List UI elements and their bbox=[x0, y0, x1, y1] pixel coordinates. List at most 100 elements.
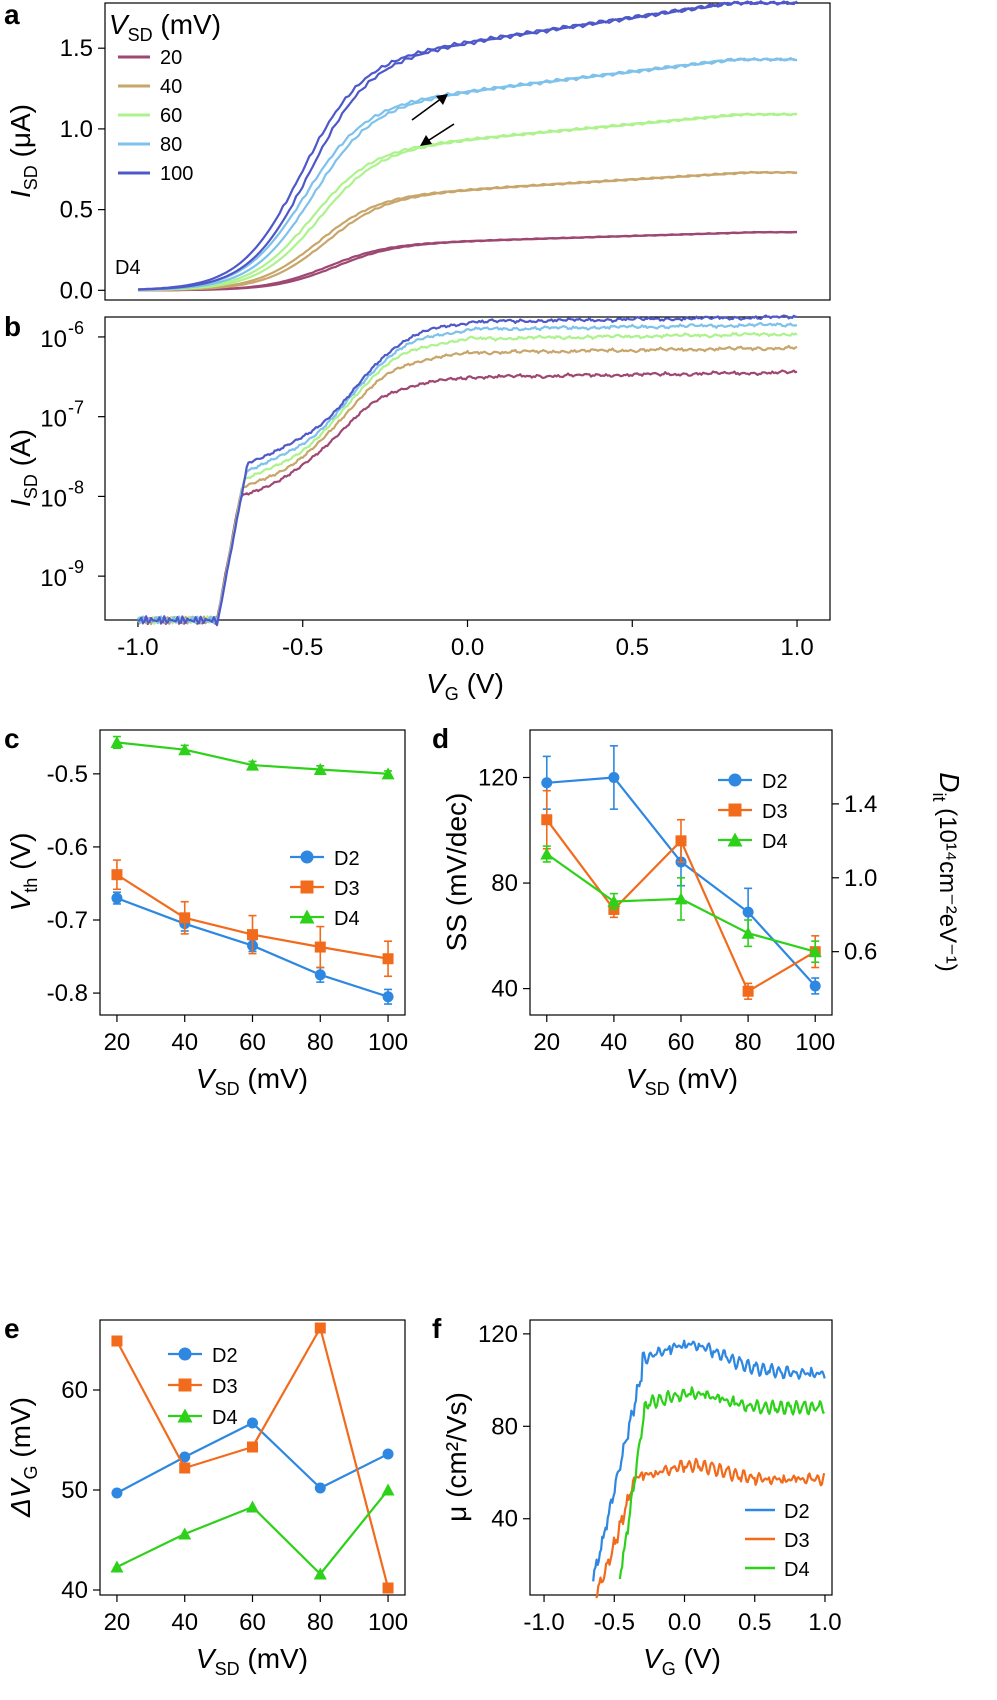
panel-d-x-tick-label: 80 bbox=[735, 1029, 762, 1056]
panel-e-point-D2 bbox=[247, 1417, 258, 1429]
panel-e-x-tick-label: 40 bbox=[171, 1609, 198, 1636]
panel-d-legend-label-D2: D2 bbox=[762, 771, 788, 793]
panel-a-curve-60-reverse bbox=[137, 112, 798, 291]
panel-c-point-D3 bbox=[314, 941, 326, 953]
panel-c-point-D4 bbox=[246, 758, 259, 771]
panel-d-xlabel: VSD (mV) bbox=[626, 1063, 738, 1099]
panel-d-point-D4 bbox=[607, 895, 621, 908]
legend-label-80: 80 bbox=[160, 134, 182, 156]
reverse-arrow-head bbox=[420, 135, 432, 146]
panel-d-legend-marker-D4 bbox=[727, 832, 743, 847]
panel-d-point-D4 bbox=[540, 847, 554, 860]
label-part: G bbox=[662, 1659, 676, 1679]
panel-e-legend-label-D3: D3 bbox=[212, 1376, 238, 1398]
panel-b-curve-60 bbox=[137, 331, 798, 625]
panel-c-point-D4 bbox=[178, 743, 192, 756]
panel-b-y-tick-label: 10 bbox=[40, 485, 67, 512]
panel-c-legend-marker-D4 bbox=[299, 909, 315, 924]
label-part: SD bbox=[645, 1079, 670, 1099]
panel-c-point-D3 bbox=[382, 953, 394, 965]
panel-d-ylabel: SS (mV/dec) bbox=[441, 793, 472, 952]
label-part: SD bbox=[128, 25, 153, 45]
panel-b-y-tick-exponent: -9 bbox=[68, 557, 84, 577]
label-part: th bbox=[21, 878, 41, 893]
panel-a-curve-100-forward bbox=[137, 0, 798, 291]
panel-f-x-tick-label: 0.0 bbox=[668, 1609, 701, 1636]
label-part: SD bbox=[215, 1079, 240, 1099]
panel-e-point-D4 bbox=[381, 1483, 395, 1496]
label-part: G bbox=[445, 684, 459, 704]
panel-label-c: c bbox=[4, 723, 20, 754]
label-part: V bbox=[626, 1063, 647, 1094]
panel-d-point-D2 bbox=[809, 980, 821, 992]
panel-e-y-tick-label: 40 bbox=[61, 1577, 88, 1604]
panel-d-point-D2 bbox=[742, 906, 754, 918]
legend-label-60: 60 bbox=[160, 105, 182, 127]
panel-b-frame bbox=[104, 316, 831, 621]
panel-e-xlabel: VSD (mV) bbox=[196, 1643, 308, 1679]
panel-d-point-D4 bbox=[741, 926, 755, 939]
panel-e-point-D2 bbox=[382, 1448, 394, 1460]
panel-b-x-tick-label: -0.5 bbox=[282, 634, 323, 661]
panel-c-point-D4 bbox=[313, 762, 327, 775]
panel-c-y-tick-label: -0.5 bbox=[47, 761, 88, 788]
reverse-arrow-shaft bbox=[425, 123, 455, 143]
panel-f-legend-label-D2: D2 bbox=[784, 1501, 810, 1523]
panel-a-y-tick-label: 1.0 bbox=[60, 116, 93, 143]
panel-e-x-tick-label: 20 bbox=[104, 1609, 131, 1636]
panel-c-x-tick-label: 40 bbox=[171, 1029, 198, 1056]
panel-f-curve-D4 bbox=[618, 1386, 826, 1580]
panel-e-point-D2 bbox=[111, 1487, 123, 1499]
panel-a-curve-80-reverse bbox=[137, 57, 798, 291]
label-part: (V) bbox=[459, 668, 504, 699]
panel-e-x-tick-label: 80 bbox=[307, 1609, 334, 1636]
panel-d-point-D3 bbox=[541, 814, 553, 826]
panel-f-x-tick-label: 1.0 bbox=[808, 1609, 841, 1636]
panel-c-xlabel: VSD (mV) bbox=[196, 1063, 308, 1099]
label-part: (mV) bbox=[240, 1063, 308, 1094]
panel-f-x-tick-label: -1.0 bbox=[523, 1609, 564, 1636]
panel-c-legend-label-D2: D2 bbox=[334, 848, 360, 870]
panel-a-y-tick-label: 0.0 bbox=[60, 277, 93, 304]
label-part: D bbox=[934, 772, 965, 792]
panel-b-x-tick-label: -1.0 bbox=[117, 634, 158, 661]
panel-label-b: b bbox=[4, 311, 21, 342]
panel-d-point-D3 bbox=[675, 835, 687, 847]
panel-c-legend-label-D4: D4 bbox=[334, 908, 360, 930]
label-part: V bbox=[196, 1643, 217, 1674]
panel-b-curve-100 bbox=[137, 314, 798, 627]
panel-a-ylabel: ISD (μA) bbox=[5, 104, 41, 198]
panel-b-curve-40 bbox=[137, 344, 798, 626]
panel-c-point-D2 bbox=[382, 991, 394, 1003]
panel-c-x-tick-label: 20 bbox=[104, 1029, 131, 1056]
panel-e-line-D3 bbox=[115, 1326, 390, 1589]
label-part: (V) bbox=[676, 1643, 721, 1674]
panel-f-y-tick-label: 120 bbox=[478, 1321, 518, 1348]
panel-c-point-D2 bbox=[314, 969, 326, 981]
panel-f-legend-label-D3: D3 bbox=[784, 1530, 810, 1552]
label-part: (mV) bbox=[240, 1643, 308, 1674]
forward-arrow-shaft bbox=[411, 97, 443, 121]
panel-b-curve-80 bbox=[136, 322, 798, 626]
panel-c-x-tick-label: 80 bbox=[307, 1029, 334, 1056]
panel-c-point-D2 bbox=[111, 892, 123, 904]
panel-b-ylabel: ISD (A) bbox=[5, 429, 41, 507]
forward-arrow-head bbox=[436, 94, 448, 105]
panel-e-point-D3 bbox=[247, 1441, 258, 1453]
panel-c-point-D4 bbox=[110, 735, 124, 748]
panel-c-y-tick-label: -0.7 bbox=[47, 907, 88, 934]
label-part: it bbox=[929, 792, 949, 801]
panel-e-legend-marker-D3 bbox=[178, 1378, 192, 1392]
label-part: I bbox=[5, 499, 36, 507]
panel-b-curve-20 bbox=[137, 369, 798, 626]
panel-e-point-D4 bbox=[178, 1527, 192, 1540]
panel-f-legend-label-D4: D4 bbox=[784, 1559, 810, 1581]
panel-d-x-tick-label: 100 bbox=[795, 1029, 835, 1056]
panel-b-y-tick-label: 10 bbox=[40, 565, 67, 592]
panel-d-right-tick-label: 1.0 bbox=[844, 865, 877, 892]
panel-b-y-tick-label: 10 bbox=[40, 406, 67, 433]
panel-a-curve-80-forward bbox=[137, 56, 798, 291]
panel-c-y-tick-label: -0.6 bbox=[47, 834, 88, 861]
panel-c-legend-marker-D3 bbox=[300, 880, 314, 894]
